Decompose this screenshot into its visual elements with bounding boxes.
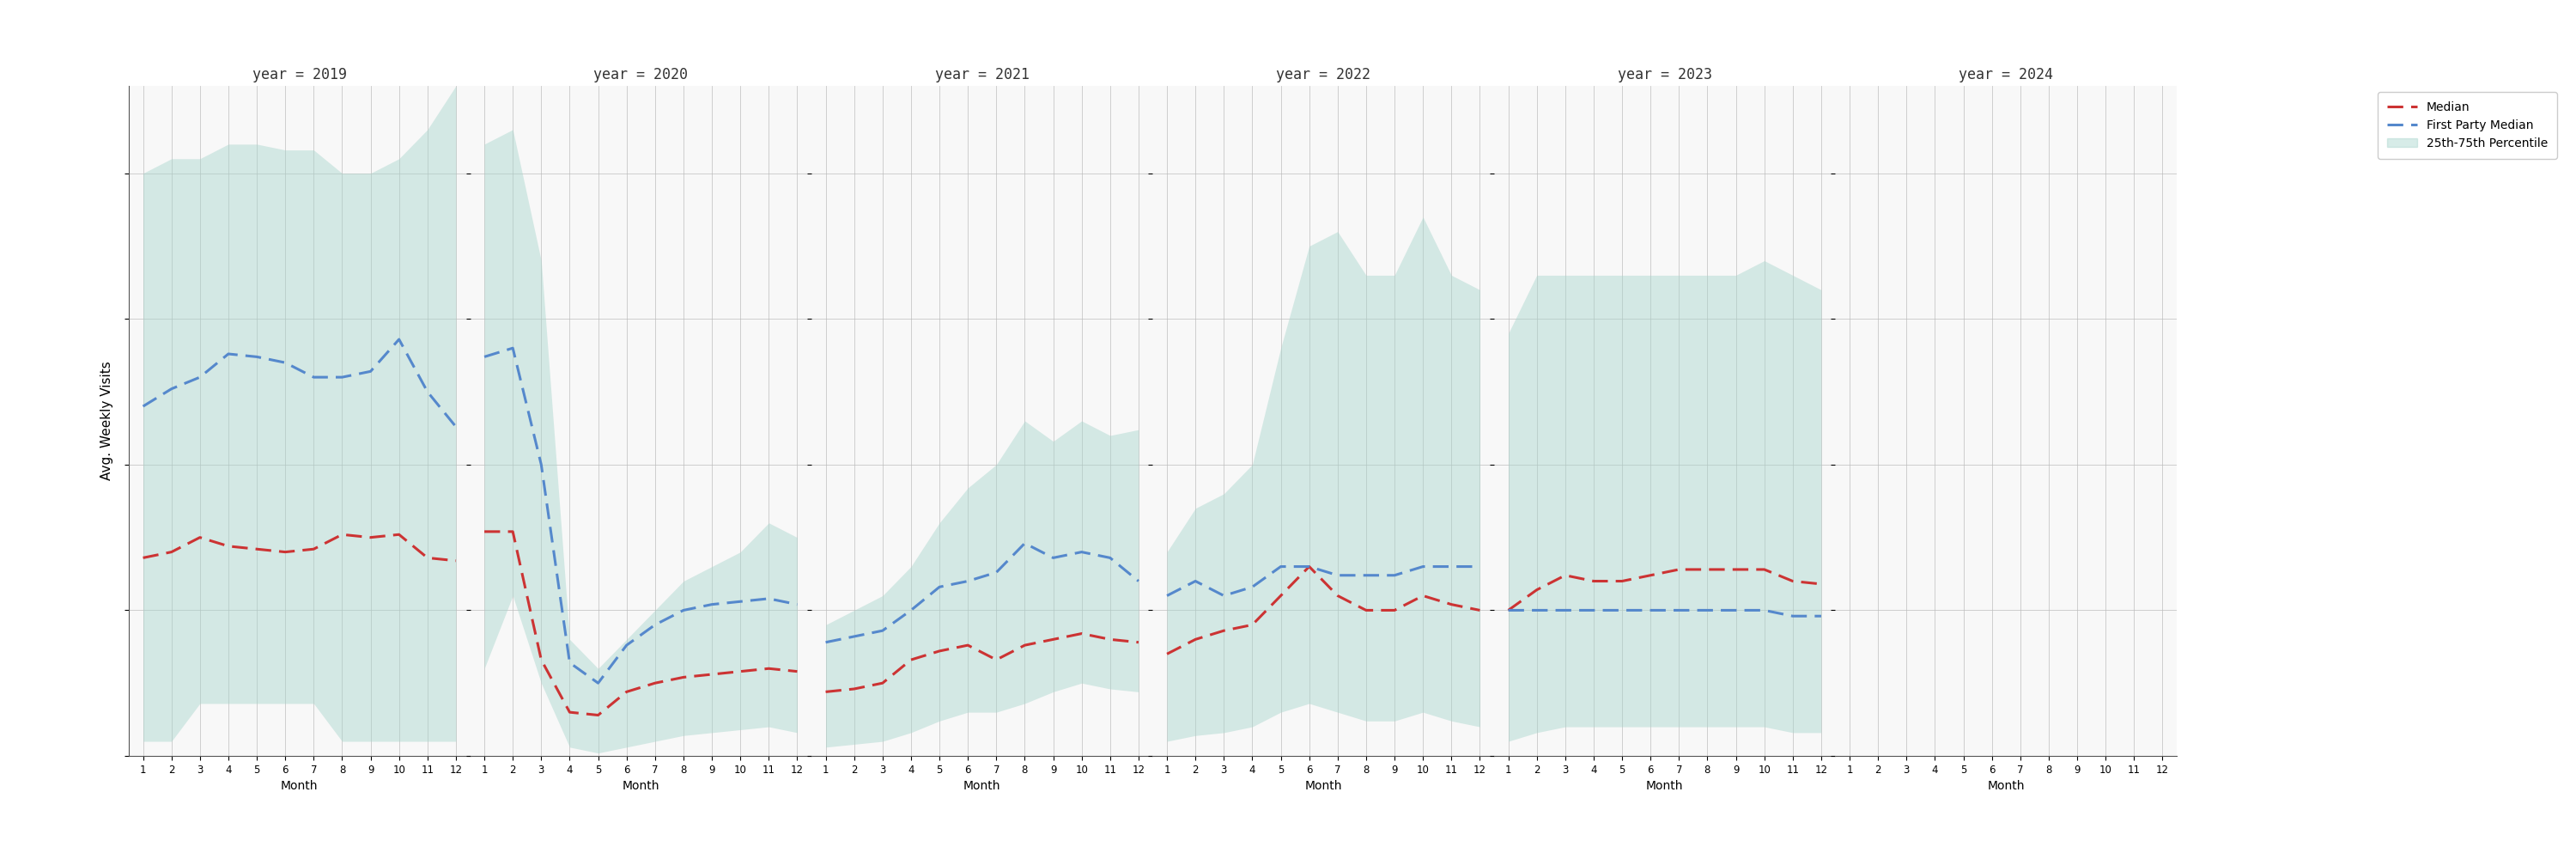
Title: year = 2023: year = 2023 [1618, 67, 1713, 82]
Legend: Median, First Party Median, 25th-75th Percentile: Median, First Party Median, 25th-75th Pe… [2378, 92, 2558, 159]
Title: year = 2024: year = 2024 [1958, 67, 2053, 82]
X-axis label: Month: Month [1646, 780, 1682, 792]
X-axis label: Month: Month [1986, 780, 2025, 792]
Y-axis label: Avg. Weekly Visits: Avg. Weekly Visits [100, 362, 113, 480]
X-axis label: Month: Month [281, 780, 319, 792]
Title: year = 2021: year = 2021 [935, 67, 1030, 82]
X-axis label: Month: Month [1303, 780, 1342, 792]
Title: year = 2020: year = 2020 [592, 67, 688, 82]
X-axis label: Month: Month [963, 780, 999, 792]
Title: year = 2022: year = 2022 [1275, 67, 1370, 82]
Title: year = 2019: year = 2019 [252, 67, 348, 82]
X-axis label: Month: Month [623, 780, 659, 792]
